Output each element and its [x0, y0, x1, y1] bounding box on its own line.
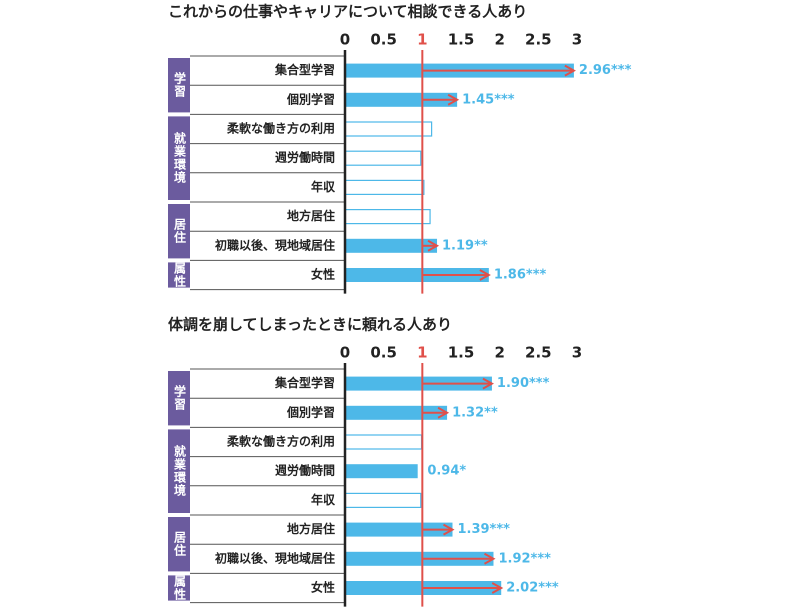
bar: [345, 268, 489, 282]
value-label: 1.32**: [452, 405, 498, 420]
value-label: 2.02***: [506, 581, 559, 596]
value-label: 2.96***: [579, 63, 632, 78]
arrow-head: [427, 239, 440, 252]
category-label: 年収: [311, 492, 336, 507]
category-label: 週労働時間: [275, 150, 335, 165]
bar: [344, 434, 423, 450]
bar: [345, 238, 438, 253]
group-label: 学習: [173, 71, 187, 98]
category-label: 週労働時間: [275, 463, 335, 478]
x-tick-label: 1: [417, 31, 427, 49]
chart-title: これからの仕事やキャリアについて相談できる人あり: [168, 3, 527, 21]
category-label: 集合型学習: [274, 62, 335, 77]
x-tick-label: 2: [494, 31, 504, 49]
value-label: 1.92***: [498, 551, 551, 566]
category-label: 女性: [311, 267, 335, 282]
x-tick-label: 1.5: [448, 344, 475, 362]
category-label: 初職以後、現地域居住: [215, 550, 335, 565]
category-label: 個別学習: [286, 91, 335, 106]
group-label: 属性: [173, 575, 187, 601]
x-tick-label: 1: [417, 344, 427, 362]
group-label: 居住: [173, 218, 187, 244]
bar: [344, 179, 425, 195]
value-label: 1.19**: [442, 238, 488, 253]
x-tick-label: 0: [340, 344, 350, 362]
group-box: [168, 517, 190, 572]
arrow-head: [447, 93, 460, 106]
bar: [344, 209, 431, 225]
arrow-head: [437, 406, 450, 419]
bar: [345, 522, 453, 537]
arrow-head: [491, 582, 504, 594]
x-tick-label: 2: [494, 344, 504, 362]
group-box: [168, 204, 190, 259]
bar: [345, 464, 418, 479]
group-box: [168, 262, 190, 288]
bar: [345, 92, 458, 107]
group-label: 属性: [173, 262, 187, 288]
arrow-head: [564, 64, 576, 77]
x-tick-label: 0.5: [370, 31, 397, 49]
bar: [345, 376, 492, 391]
x-tick-label: 2.5: [525, 344, 552, 362]
bar: [344, 121, 433, 137]
bar: [344, 150, 422, 166]
x-tick-label: 1.5: [448, 31, 475, 49]
x-tick-label: 3: [572, 31, 582, 49]
value-label: 1.39***: [457, 522, 510, 537]
arrow-head: [483, 552, 496, 565]
x-tick-label: 3: [572, 344, 582, 362]
category-label: 年収: [311, 179, 336, 194]
value-label: 1.45***: [462, 92, 515, 107]
x-tick-label: 0.5: [370, 344, 397, 362]
group-label: 就業環境: [173, 131, 187, 184]
category-label: 地方居住: [287, 521, 335, 536]
bar: [345, 551, 494, 566]
x-tick-label: 0: [340, 31, 350, 49]
group-box: [168, 371, 190, 426]
group-box: [168, 116, 190, 200]
group-box: [168, 575, 190, 601]
group-label: 就業環境: [173, 444, 187, 497]
arrow-head: [479, 269, 491, 281]
group-label: 居住: [173, 531, 187, 557]
arrow-head: [482, 377, 494, 390]
group-box: [168, 429, 190, 513]
category-label: 個別学習: [286, 404, 335, 419]
x-tick-label: 2.5: [525, 31, 552, 49]
arrow-head: [443, 523, 455, 536]
bar: [344, 492, 422, 508]
value-label: 1.86***: [494, 268, 547, 283]
value-label: 1.90***: [497, 376, 550, 391]
value-label: 0.94*: [427, 464, 466, 479]
category-label: 地方居住: [287, 208, 335, 223]
category-label: 初職以後、現地域居住: [215, 237, 335, 252]
category-label: 柔軟な働き方の利用: [226, 121, 335, 136]
chart-title: 体調を崩してしまったときに頼れる人あり: [168, 316, 452, 334]
category-label: 女性: [311, 580, 335, 595]
group-box: [168, 58, 190, 113]
category-label: 集合型学習: [274, 375, 335, 390]
category-label: 柔軟な働き方の利用: [226, 434, 335, 449]
group-label: 学習: [173, 384, 187, 411]
